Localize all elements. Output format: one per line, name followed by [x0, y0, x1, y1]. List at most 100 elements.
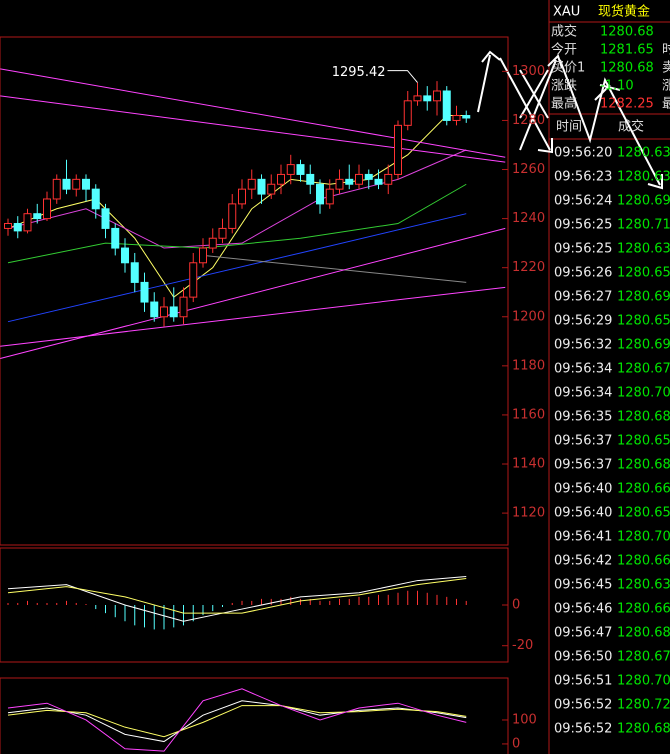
candle-body	[316, 183, 324, 205]
quote-value: 1280.68	[600, 25, 654, 40]
main-panel	[0, 36, 509, 546]
tick-price: 1280.63	[617, 578, 670, 593]
candle-body	[286, 164, 295, 175]
tick-header: 时间	[556, 120, 582, 135]
quote-extra: 涨	[662, 79, 670, 94]
tick-price: 1280.70	[617, 530, 670, 545]
candle-body	[228, 203, 237, 229]
candle-body	[130, 262, 139, 283]
candle-body	[247, 178, 256, 190]
indicator-line	[7, 213, 467, 323]
tick-time: 09:56:52	[554, 722, 612, 737]
tick-price: 1280.65	[617, 314, 670, 329]
tick-price: 1280.69	[617, 338, 670, 353]
tick-time: 09:56:45	[554, 578, 612, 593]
candle-body	[179, 296, 188, 318]
candle-body	[277, 173, 285, 185]
tick-price: 1280.69	[617, 194, 670, 209]
candle-body	[374, 178, 383, 185]
tick-time: 09:56:50	[554, 650, 612, 665]
tick-time: 09:56:47	[554, 626, 612, 641]
candle-body	[403, 100, 412, 126]
candle-body	[169, 306, 178, 318]
tick-price: 1280.70	[617, 674, 670, 689]
candle-body	[121, 247, 129, 264]
candle-body	[23, 213, 32, 232]
candle-body	[218, 227, 227, 239]
y-tick-label: 0	[512, 598, 520, 613]
candle-body	[442, 90, 451, 121]
y-tick-label: 1180	[512, 358, 545, 373]
tick-price: 1280.63	[617, 242, 670, 257]
quote-value: 1281.65	[600, 43, 654, 58]
candle-body	[4, 223, 12, 229]
tick-time: 09:56:41	[554, 530, 612, 545]
quote-value: 1280.68	[600, 61, 654, 76]
candle-body	[335, 178, 344, 190]
candle-body	[189, 262, 198, 298]
y-tick-label: 1220	[512, 260, 545, 275]
tick-time: 09:56:37	[554, 434, 612, 449]
tick-price: 1280.68	[617, 626, 670, 641]
indicator-line	[0, 68, 506, 158]
tick-time: 09:56:46	[554, 602, 612, 617]
hand-drawn-arrows	[477, 50, 663, 190]
candle-body	[33, 213, 42, 220]
candle-body	[384, 173, 393, 185]
indicator-line	[0, 95, 506, 163]
tick-header: 成交	[618, 119, 644, 135]
quote-value: 1282.25	[600, 97, 654, 112]
candle-body	[150, 301, 159, 318]
indicator-line	[0, 227, 506, 359]
candle-body	[160, 306, 168, 318]
y-tick-label: 1240	[512, 211, 545, 226]
tick-time: 09:56:26	[554, 266, 612, 281]
tick-price: 1280.63	[617, 146, 670, 161]
tick-price: 1280.66	[617, 482, 670, 497]
candle-body	[238, 188, 246, 205]
indicator-line	[7, 578, 467, 614]
tick-price: 1280.65	[617, 266, 670, 281]
candle-body	[433, 90, 441, 102]
quote-extra: 时	[662, 43, 670, 58]
indicator-line	[7, 700, 467, 743]
tick-price: 1280.69	[617, 290, 670, 305]
tick-time: 09:56:29	[554, 314, 612, 329]
candle-body	[325, 188, 334, 205]
candle-body	[364, 173, 373, 180]
tick-price: 1280.66	[617, 554, 670, 569]
candle-body	[62, 178, 71, 190]
candle-body	[452, 115, 461, 121]
y-tick-label: 1280	[512, 113, 545, 128]
kdj-panel	[0, 677, 509, 754]
indicator-line	[7, 183, 467, 264]
indicator-line	[7, 688, 467, 752]
candle-body	[394, 124, 402, 175]
quote-label: 涨跌	[551, 78, 577, 94]
annotation-leader	[387, 70, 418, 83]
candle-body	[111, 227, 120, 249]
tick-price: 1280.65	[617, 506, 670, 521]
candle-body	[413, 95, 422, 102]
y-tick-label: -20	[512, 638, 533, 653]
tick-time: 09:56:52	[554, 698, 612, 713]
tick-time: 09:56:25	[554, 218, 612, 233]
quote-extra: 最	[662, 97, 670, 112]
y-tick-label: 1140	[512, 457, 545, 472]
candle-body	[52, 178, 61, 200]
tick-time: 09:56:37	[554, 458, 612, 473]
candle-body	[423, 95, 432, 102]
quote-extra: 卖	[662, 61, 670, 76]
indicator-line	[202, 254, 467, 283]
candle-body	[140, 281, 149, 303]
tick-price: 1280.65	[617, 434, 670, 449]
tick-time: 09:56:25	[554, 242, 612, 257]
tick-price: 1280.68	[617, 410, 670, 425]
quote-label: 买价1	[551, 61, 585, 76]
annotation-label: 1295.42	[332, 65, 386, 80]
tick-time: 09:56:34	[554, 386, 612, 401]
tick-time: 09:56:24	[554, 194, 612, 209]
y-tick-label: 1300	[512, 64, 545, 79]
tick-time: 09:56:34	[554, 362, 612, 377]
tick-time: 09:56:27	[554, 290, 612, 305]
